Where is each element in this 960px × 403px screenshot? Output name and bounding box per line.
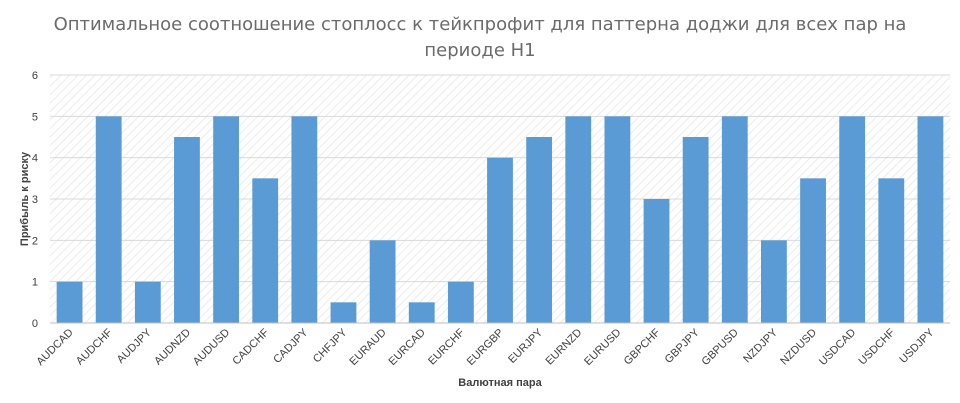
x-tick-label: EURNZD	[543, 327, 584, 368]
y-tick-label: 6	[32, 70, 38, 82]
bar-audcad	[56, 281, 83, 323]
bar-audnzd	[174, 137, 200, 323]
bar-cadjpy	[291, 116, 318, 323]
bar-audjpy	[134, 281, 161, 323]
bar-gbpusd	[721, 116, 748, 323]
y-tick-label: 5	[32, 111, 38, 123]
x-tick-label: CADJPY	[271, 326, 311, 366]
x-tick-label: GBPUSD	[700, 327, 741, 368]
x-tick-label: GBPCHF	[622, 326, 663, 367]
x-axis-label: Валютная пара	[458, 377, 542, 389]
x-tick-label: NZDUSD	[778, 327, 819, 368]
bar-usdcad	[839, 116, 866, 323]
chart-title-line-2: периоде H1	[424, 40, 535, 61]
y-axis-label: Прибыль к риску	[19, 151, 31, 246]
x-tick-label: EURUSD	[582, 327, 623, 368]
chart-title-line-1: Оптимальное соотношение стоплосс к тейкп…	[54, 14, 907, 35]
x-tick-label: EURJPY	[506, 326, 546, 366]
bar-usdjpy	[917, 116, 944, 323]
y-tick-label: 1	[32, 277, 38, 289]
bar-audchf	[95, 116, 122, 323]
x-tick-label: EURAUD	[347, 327, 388, 368]
x-tick-label: EURCAD	[387, 327, 428, 368]
bar-eurcad	[408, 302, 435, 323]
bar-eurchf	[447, 281, 474, 323]
bar-eurgbp	[487, 157, 513, 323]
bar-usdchf	[878, 178, 905, 323]
x-tick-label: NZDJPY	[741, 326, 780, 365]
y-tick-label: 3	[32, 194, 38, 206]
x-tick-label: AUDCHF	[74, 326, 115, 367]
x-tick-label: EURGBP	[465, 327, 506, 368]
bar-eurnzd	[565, 116, 592, 323]
y-tick-label: 0	[32, 318, 38, 330]
bar-cadchf	[252, 178, 279, 323]
bar-audusd	[213, 116, 239, 323]
bar-gbpjpy	[682, 137, 709, 323]
bar-euraud	[369, 240, 396, 323]
x-tick-label: AUDNZD	[152, 327, 193, 368]
x-tick-label: CADCHF	[230, 326, 271, 367]
bar-nzdusd	[800, 178, 826, 323]
x-tick-label: CHFJPY	[311, 326, 350, 365]
y-tick-label: 4	[32, 153, 38, 165]
bars	[56, 116, 944, 323]
x-tick-label: USDJPY	[897, 326, 937, 366]
bar-eurusd	[604, 116, 631, 323]
y-tick-label: 2	[32, 235, 38, 247]
x-tick-label: AUDUSD	[191, 327, 232, 368]
bar-eurjpy	[526, 137, 553, 323]
x-tick-label: USDCAD	[817, 327, 858, 368]
x-tick-label: AUDJPY	[115, 326, 155, 366]
bar-nzdjpy	[761, 240, 787, 323]
x-tick-label: GBPJPY	[663, 326, 703, 366]
bar-chfjpy	[330, 302, 357, 323]
y-axis-ticks: 0 1 2 3 4 5 6	[32, 70, 38, 330]
bar-gbpchf	[643, 199, 670, 323]
x-tick-label: AUDCAD	[34, 327, 75, 368]
x-tick-label: USDCHF	[857, 326, 898, 367]
x-tick-label: EURCHF	[426, 326, 467, 367]
